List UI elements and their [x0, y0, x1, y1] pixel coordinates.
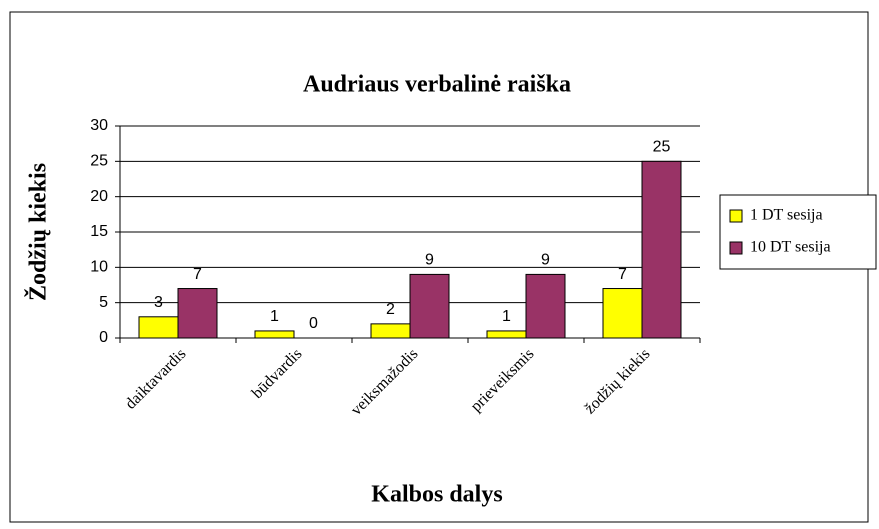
y-tick-label: 10 — [90, 259, 108, 276]
y-tick-label: 20 — [90, 188, 108, 205]
bar — [254, 330, 295, 339]
data-label: 7 — [193, 266, 202, 283]
legend-label: 1 DT sesija — [750, 207, 823, 224]
x-axis-label: Kalbos dalys — [371, 482, 502, 508]
y-tick-label: 15 — [90, 223, 108, 240]
bar — [602, 288, 643, 339]
legend-label: 10 DT sesija — [750, 239, 831, 256]
data-label: 9 — [425, 252, 434, 269]
bar — [525, 273, 566, 339]
legend-swatch — [729, 241, 743, 255]
data-label: 1 — [502, 308, 511, 325]
data-label: 2 — [386, 301, 395, 318]
data-label: 1 — [270, 308, 279, 325]
bar — [370, 323, 411, 339]
y-tick-label: 5 — [99, 294, 108, 311]
y-tick-label: 25 — [90, 153, 108, 170]
data-label: 25 — [653, 139, 671, 156]
bar — [409, 273, 450, 339]
bar — [138, 316, 179, 339]
y-tick-label: 30 — [90, 117, 108, 134]
bar — [177, 288, 218, 339]
y-tick-label: 0 — [99, 329, 108, 346]
data-label: 9 — [541, 252, 550, 269]
legend — [719, 194, 877, 270]
data-label: 3 — [154, 294, 163, 311]
bar — [486, 330, 527, 339]
data-label: 0 — [309, 315, 318, 332]
bar — [641, 160, 682, 339]
legend-swatch — [729, 209, 743, 223]
chart-title: Audriaus verbalinė raiška — [303, 72, 571, 98]
y-axis-label: Žodžių kiekis — [25, 163, 52, 301]
data-label: 7 — [618, 266, 627, 283]
